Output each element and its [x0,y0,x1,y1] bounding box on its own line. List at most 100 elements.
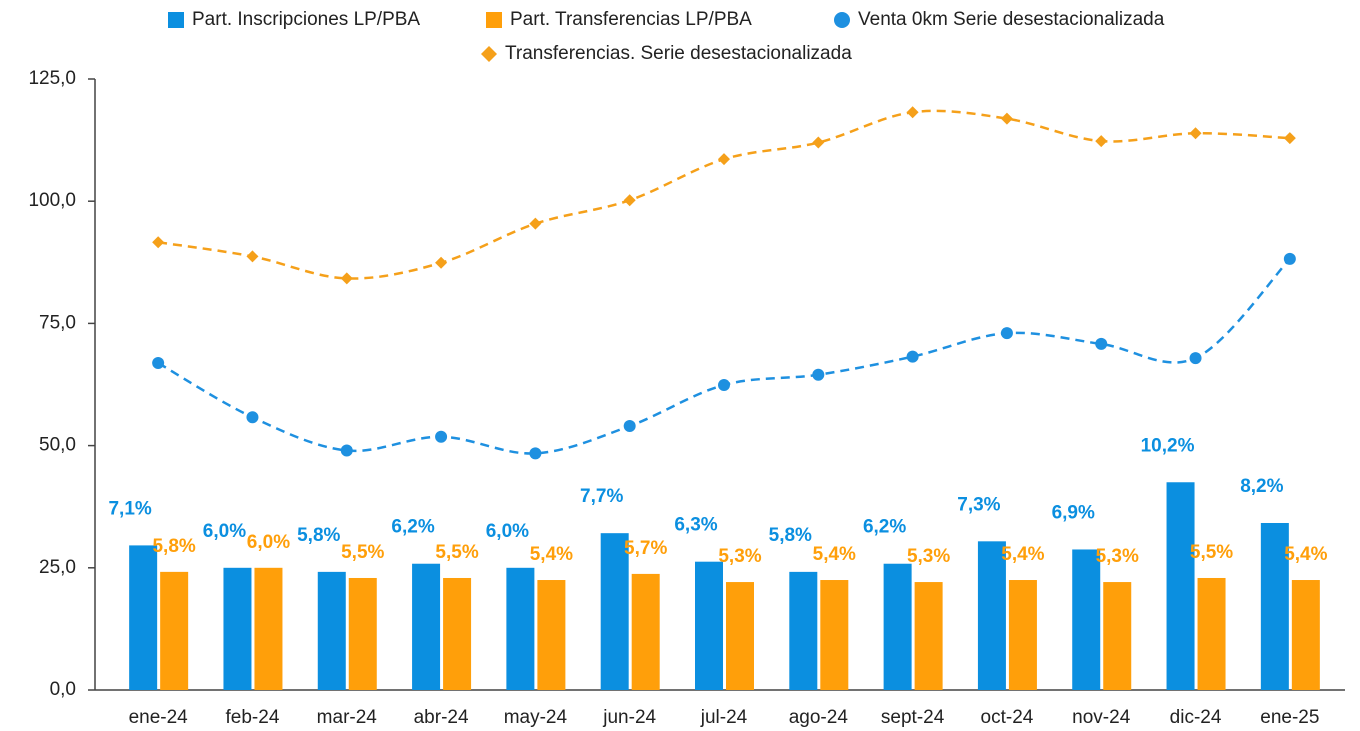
bar [789,571,818,690]
bar [1072,549,1101,690]
data-label: 6,9% [1052,502,1095,523]
marker [1189,352,1202,365]
x-tick-label: mar-24 [317,707,378,728]
bar [254,567,283,690]
bar [1197,577,1226,690]
marker [906,350,919,363]
data-label: 5,3% [1096,546,1139,567]
data-label: 6,2% [391,517,434,538]
data-label: 7,3% [957,494,1000,515]
marker [1095,135,1108,148]
bar [348,577,377,690]
data-label: 5,4% [1284,544,1327,565]
marker [435,430,448,443]
marker [340,444,353,457]
bar [883,563,912,690]
marker [1283,252,1296,265]
bar [977,541,1006,690]
legend-swatch [834,12,850,28]
data-label: 10,2% [1141,435,1195,456]
bar [820,580,849,690]
marker [812,368,825,381]
bar [726,582,754,690]
marker [718,378,730,391]
bar [129,545,158,690]
marker [1283,132,1296,145]
legend-label: Transferencias. Serie desestacionalizada [505,43,852,64]
data-label: 6,2% [863,517,906,538]
bar [1291,580,1320,690]
x-tick-label: feb-24 [226,707,280,728]
data-label: 5,5% [435,542,478,563]
marker [340,272,353,285]
y-tick-label: 75,0 [39,312,76,333]
x-tick-label: ago-24 [789,707,849,728]
marker [246,250,259,263]
x-tick-label: jul-24 [700,707,748,728]
x-tick-label: nov-24 [1072,707,1131,728]
marker [623,420,636,433]
marker [152,236,165,249]
marker [1189,127,1202,140]
data-label: 7,1% [108,498,151,519]
data-label: 5,8% [297,525,340,546]
data-label: 5,5% [1190,542,1233,563]
legend-label: Part. Inscripciones LP/PBA [192,9,420,30]
bar [1103,582,1132,690]
data-label: 6,3% [674,515,717,536]
y-tick-label: 100,0 [28,190,76,211]
data-label: 5,3% [907,546,950,567]
bar [506,567,535,690]
x-tick-label: dic-24 [1170,707,1222,728]
marker [435,256,448,269]
bar [1166,482,1195,690]
marker [529,447,542,460]
bar [223,567,252,690]
y-tick-label: 125,0 [28,68,76,89]
bar [443,577,472,690]
legend-label: Venta 0km Serie desestacionalizada [858,9,1165,30]
y-tick-label: 25,0 [39,557,76,578]
bar [600,533,629,690]
marker [812,136,825,149]
data-label: 5,5% [341,542,384,563]
x-tick-label: sept-24 [881,707,945,728]
marker [152,356,165,369]
data-label: 5,3% [718,546,761,567]
line [157,109,1290,280]
marker [1095,337,1108,350]
y-tick-label: 0,0 [50,679,76,700]
data-label: 5,7% [624,538,667,559]
marker [1000,112,1013,125]
data-label: 5,8% [769,525,812,546]
data-label: 5,8% [152,536,195,557]
bar [695,561,723,690]
y-tick-label: 50,0 [39,435,76,456]
marker [246,411,259,424]
bar [412,563,441,690]
marker [718,153,730,166]
data-label: 5,4% [1001,544,1044,565]
legend-swatch [486,12,502,28]
legend-label: Part. Transferencias LP/PBA [510,9,752,30]
data-label: 8,2% [1240,476,1283,497]
x-tick-label: ene-25 [1260,707,1319,728]
data-label: 6,0% [203,521,246,542]
data-label: 6,0% [486,521,529,542]
data-label: 6,0% [247,532,290,553]
line [157,258,1291,455]
bar [1260,522,1289,690]
x-tick-label: oct-24 [981,707,1034,728]
bar [631,573,660,690]
bar [317,571,346,690]
bar [537,580,566,690]
bar [914,582,943,690]
marker [1000,327,1013,340]
x-tick-label: jun-24 [602,707,656,728]
bar [1008,580,1037,690]
data-label: 7,7% [580,486,623,507]
marker [906,106,919,119]
marker [529,217,542,230]
data-label: 5,4% [813,544,856,565]
